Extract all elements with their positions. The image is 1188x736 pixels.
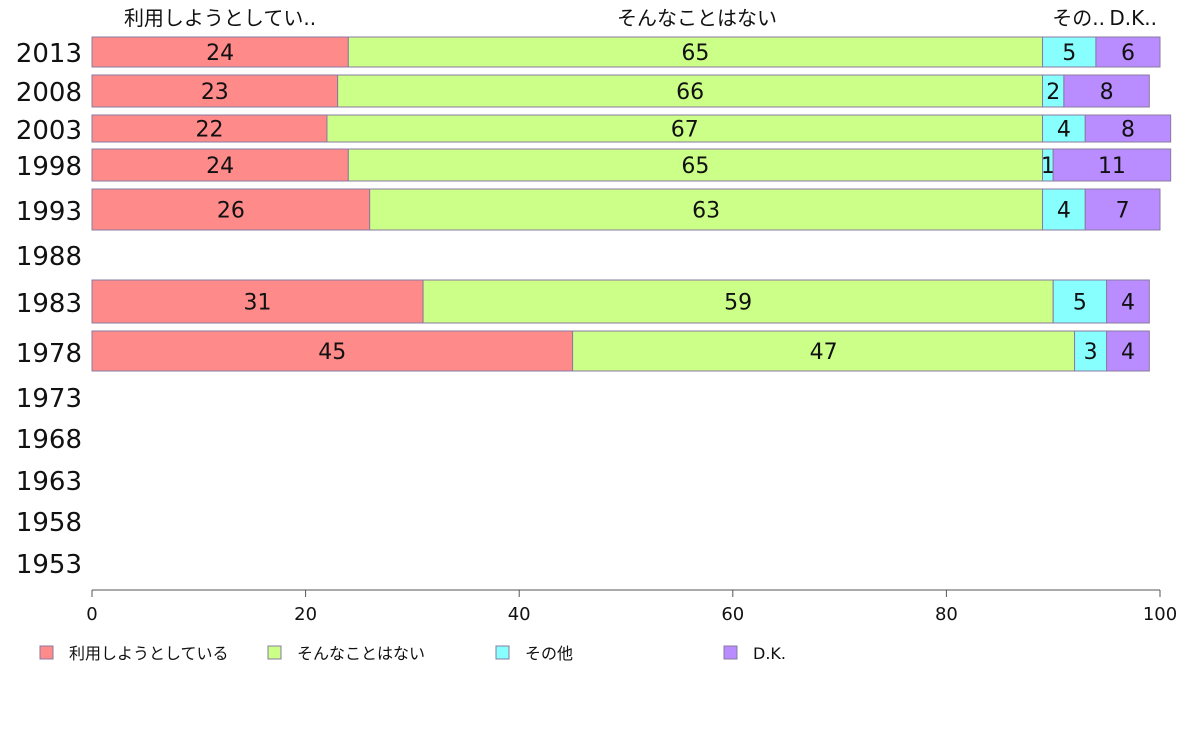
data-label-2013-series-1: 65 [681, 41, 709, 66]
bar-1978-series-2 [1074, 330, 1108, 372]
data-label-1983-series-3: 4 [1121, 291, 1135, 316]
y-tick-label-1958: 1958 [16, 508, 82, 538]
x-tick-label-0: 0 [86, 604, 97, 625]
legend-swatch-1 [267, 645, 282, 660]
bar-1983-series-1 [422, 279, 1054, 324]
y-tick-label-1998: 1998 [16, 152, 82, 182]
bar-1983-series-3 [1106, 279, 1150, 324]
x-tick-label-80: 80 [935, 604, 958, 625]
column-header-0: 利用しようとしてい.. [124, 6, 316, 30]
y-tick-label-2003: 2003 [16, 116, 82, 146]
bar-2008-series-0 [91, 74, 339, 108]
x-tick-label-60: 60 [721, 604, 744, 625]
y-tick-label-1973: 1973 [16, 384, 82, 414]
bar-1998-series-3 [1052, 148, 1172, 182]
data-label-1983-series-2: 5 [1073, 291, 1087, 316]
bar-1993-series-3 [1084, 188, 1161, 231]
data-label-2008-series-3: 8 [1100, 80, 1114, 105]
y-tick-label-1968: 1968 [16, 425, 82, 455]
data-label-2003-series-2: 4 [1057, 118, 1071, 143]
legend-label-2: その他 [525, 644, 573, 663]
legend-swatch-0 [39, 645, 54, 660]
data-label-1993-series-2: 4 [1057, 199, 1071, 224]
data-label-2008-series-1: 66 [676, 80, 704, 105]
y-tick-label-1983: 1983 [16, 289, 82, 319]
legend-swatch-2 [495, 645, 510, 660]
data-label-1998-series-2: 1 [1041, 154, 1055, 179]
column-header-2: その.. [1052, 6, 1105, 30]
y-tick-label-1993: 1993 [16, 197, 82, 227]
x-tick-label-20: 20 [294, 604, 317, 625]
bar-2013-series-0 [91, 36, 349, 68]
bar-2013-series-1 [347, 36, 1044, 68]
data-label-2003-series-1: 67 [671, 118, 699, 143]
bar-1998-series-0 [91, 148, 349, 182]
data-label-1978-series-3: 4 [1121, 340, 1135, 365]
bar-1978-series-3 [1106, 330, 1150, 372]
y-tick-label-2013: 2013 [16, 39, 82, 69]
data-label-1993-series-0: 26 [217, 199, 245, 224]
bar-2013-series-3 [1095, 36, 1161, 68]
column-header-1: そんなことはない [617, 6, 777, 30]
y-tick-label-2008: 2008 [16, 78, 82, 108]
y-tick-label-1978: 1978 [16, 339, 82, 369]
bar-2013-series-2 [1042, 36, 1097, 68]
bar-2008-series-3 [1063, 74, 1150, 108]
data-label-1978-series-2: 3 [1084, 340, 1098, 365]
data-label-1978-series-0: 45 [318, 340, 346, 365]
data-label-2003-series-0: 22 [195, 118, 223, 143]
data-label-1993-series-1: 63 [692, 199, 720, 224]
bar-1983-series-2 [1052, 279, 1108, 324]
bar-2003-series-1 [326, 114, 1044, 143]
data-label-1998-series-0: 24 [206, 154, 234, 179]
bar-1983-series-0 [91, 279, 424, 324]
y-tick-label-1953: 1953 [16, 550, 82, 580]
bar-1993-series-0 [91, 188, 371, 231]
legend-label-1: そんなことはない [297, 644, 425, 663]
legend-label-3: D.K. [753, 644, 786, 663]
y-tick-label-1988: 1988 [16, 242, 82, 272]
data-label-2008-series-2: 2 [1046, 80, 1060, 105]
data-label-1978-series-1: 47 [810, 340, 838, 365]
y-tick-label-1963: 1963 [16, 467, 82, 497]
data-label-1983-series-1: 59 [724, 291, 752, 316]
bar-1998-series-1 [347, 148, 1044, 182]
data-label-2013-series-2: 5 [1062, 41, 1076, 66]
legend-swatch-3 [723, 645, 738, 660]
data-label-2008-series-0: 23 [201, 80, 229, 105]
bar-2008-series-1 [337, 74, 1044, 108]
bar-2003-series-0 [91, 114, 328, 143]
data-label-1983-series-0: 31 [244, 291, 272, 316]
bar-2003-series-3 [1084, 114, 1172, 143]
data-label-2013-series-0: 24 [206, 41, 234, 66]
column-header-3: D.K.. [1109, 6, 1157, 30]
data-label-2003-series-3: 8 [1121, 118, 1135, 143]
data-label-2013-series-3: 6 [1121, 41, 1135, 66]
bar-2003-series-2 [1042, 114, 1086, 143]
bar-1978-series-0 [91, 330, 574, 372]
data-label-1993-series-3: 7 [1116, 199, 1130, 224]
data-label-1998-series-3: 11 [1098, 154, 1126, 179]
bar-1993-series-1 [369, 188, 1044, 231]
data-label-1998-series-1: 65 [681, 154, 709, 179]
x-tick-label-100: 100 [1143, 604, 1177, 625]
x-tick-label-40: 40 [508, 604, 531, 625]
legend-label-0: 利用しようとしている [69, 644, 229, 663]
